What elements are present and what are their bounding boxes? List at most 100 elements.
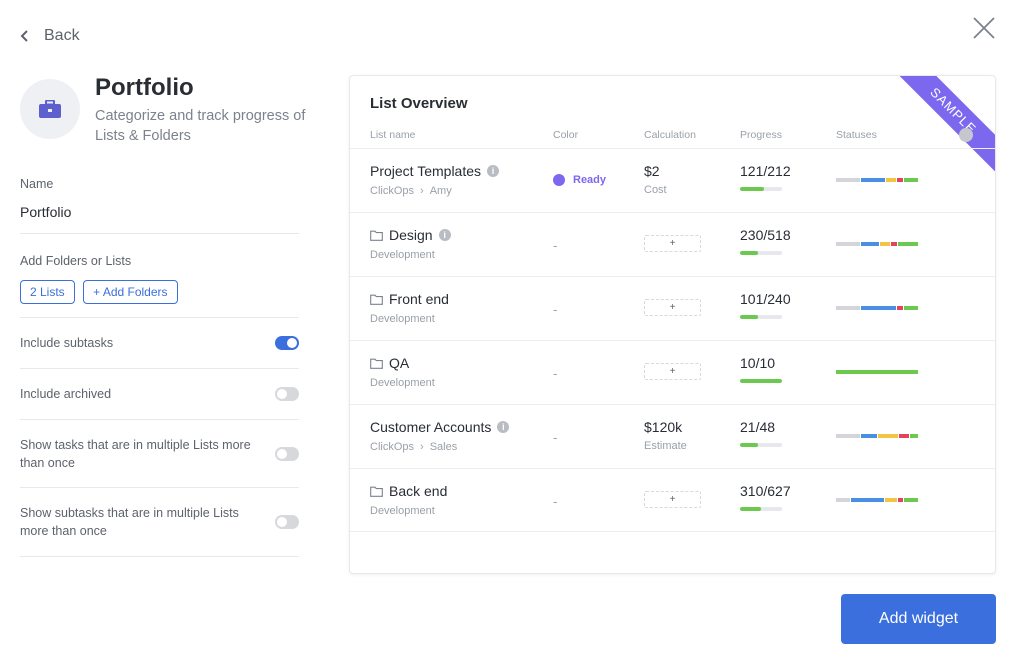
status-segment bbox=[850, 498, 884, 502]
status-bar bbox=[836, 306, 918, 310]
col-header-calculation: Calculation bbox=[644, 129, 696, 141]
status-segment bbox=[878, 434, 898, 438]
status-segment bbox=[861, 434, 877, 438]
table-row[interactable]: Front end Development - + 101/240 bbox=[350, 276, 995, 340]
add-calculation-button[interactable]: + bbox=[644, 299, 701, 316]
list-overview-card: List Overview SAMPLE List name Color Cal… bbox=[349, 75, 996, 574]
status-bar bbox=[836, 498, 919, 502]
chevron-left-icon bbox=[20, 30, 28, 42]
table-row[interactable]: Customer Accounts i ClickOps › Sales - $120… bbox=[350, 404, 995, 468]
calc-value: $2 bbox=[644, 163, 660, 179]
multiple-lists-tasks-toggle[interactable] bbox=[275, 446, 299, 461]
close-icon[interactable] bbox=[972, 16, 996, 40]
progress-value: 121/212 bbox=[740, 163, 791, 179]
progress-fill bbox=[740, 443, 759, 447]
toggle-label: Include subtasks bbox=[20, 336, 114, 350]
progress-bar bbox=[740, 443, 782, 447]
include-subtasks-toggle[interactable] bbox=[275, 336, 299, 350]
col-header-color: Color bbox=[553, 129, 579, 141]
info-icon[interactable]: i bbox=[497, 421, 510, 433]
status-segment bbox=[836, 370, 918, 374]
color-value: - bbox=[553, 238, 558, 253]
calc-value: $120k bbox=[644, 419, 683, 435]
status-segment bbox=[910, 434, 918, 438]
table-row[interactable]: QA Development - + 10/10 bbox=[350, 340, 995, 404]
back-button[interactable]: Back bbox=[20, 27, 80, 45]
folder-icon bbox=[370, 486, 383, 497]
progress-fill bbox=[740, 187, 764, 191]
calc-sub: Estimate bbox=[644, 440, 687, 452]
col-header-name: List name bbox=[370, 129, 416, 141]
progress-value: 310/627 bbox=[740, 483, 791, 499]
briefcase-icon bbox=[39, 100, 61, 118]
card-title: List Overview bbox=[370, 95, 468, 112]
toggle-label: Show tasks that are in multiple Lists mo… bbox=[20, 437, 251, 470]
col-header-statuses: Statuses bbox=[836, 129, 877, 141]
status-segment bbox=[884, 498, 897, 502]
multiple-lists-subtasks-toggle[interactable] bbox=[275, 515, 299, 529]
toggle-label: Include archived bbox=[20, 387, 112, 401]
folder-icon bbox=[370, 358, 383, 369]
add-calculation-button[interactable]: + bbox=[644, 491, 701, 508]
list-name: QA bbox=[389, 355, 410, 371]
toggle-label: Show subtasks that are in multiple Lists… bbox=[20, 506, 239, 538]
status-segment bbox=[836, 306, 860, 310]
status-segment bbox=[898, 242, 918, 246]
add-widget-button[interactable]: Add widget bbox=[841, 594, 996, 644]
status-segment bbox=[897, 178, 903, 182]
status-segment bbox=[836, 178, 860, 182]
status-segment bbox=[836, 498, 850, 502]
list-name: Customer Accounts bbox=[370, 419, 492, 435]
status-segment bbox=[861, 242, 879, 246]
lists-button[interactable]: 2 Lists bbox=[20, 280, 75, 304]
add-calculation-button[interactable]: + bbox=[644, 363, 701, 380]
status-bar bbox=[836, 370, 918, 374]
path-segment: Development bbox=[370, 249, 435, 261]
table-row[interactable]: Project Templates i ClickOps › Amy Ready $2… bbox=[350, 148, 995, 212]
progress-bar bbox=[740, 507, 782, 511]
progress-value: 21/48 bbox=[740, 419, 776, 435]
list-name: Project Templates bbox=[370, 163, 482, 179]
info-icon[interactable]: i bbox=[487, 165, 500, 177]
color-value: - bbox=[553, 366, 558, 381]
table-row[interactable]: Design i Development - + 230/518 bbox=[350, 212, 995, 276]
status-segment bbox=[836, 242, 860, 246]
status-segment bbox=[880, 242, 890, 246]
status-segment bbox=[904, 178, 918, 182]
name-input[interactable]: Portfolio bbox=[20, 204, 72, 220]
color-dot bbox=[553, 174, 565, 186]
progress-bar bbox=[740, 315, 782, 319]
status-segment bbox=[899, 434, 909, 438]
progress-fill bbox=[740, 507, 761, 511]
progress-value: 230/518 bbox=[740, 227, 791, 243]
status-segment bbox=[861, 178, 885, 182]
status-segment bbox=[904, 498, 919, 502]
status-segment bbox=[886, 178, 896, 182]
status-bar bbox=[836, 178, 918, 182]
status-segment bbox=[891, 242, 897, 246]
color-value: - bbox=[553, 302, 558, 317]
color-value: - bbox=[553, 430, 558, 445]
progress-fill bbox=[740, 315, 758, 319]
status-segment bbox=[860, 306, 897, 310]
name-label: Name bbox=[20, 177, 54, 191]
chevron-right-icon: › bbox=[420, 185, 424, 197]
path-segment: ClickOps bbox=[370, 185, 415, 197]
add-lists-label: Add Folders or Lists bbox=[20, 254, 132, 268]
add-calculation-button[interactable]: + bbox=[644, 235, 701, 252]
path-segment: Development bbox=[370, 377, 435, 389]
info-icon[interactable]: i bbox=[438, 229, 451, 241]
include-archived-toggle[interactable] bbox=[275, 387, 299, 401]
calc-sub: Cost bbox=[644, 184, 667, 196]
progress-value: 101/240 bbox=[740, 291, 791, 307]
page-subtitle: Categorize and track progress of Lists &… bbox=[95, 108, 306, 144]
list-name: Front end bbox=[389, 291, 449, 307]
progress-bar bbox=[740, 379, 782, 383]
add-folders-button[interactable]: + Add Folders bbox=[83, 280, 178, 304]
table-row[interactable]: Back end Development - + 310/627 bbox=[350, 468, 995, 532]
list-name: Back end bbox=[389, 483, 448, 499]
col-header-progress: Progress bbox=[740, 129, 783, 141]
gear-icon[interactable] bbox=[959, 128, 973, 142]
progress-bar bbox=[740, 187, 782, 191]
path-segment: ClickOps bbox=[370, 441, 415, 453]
